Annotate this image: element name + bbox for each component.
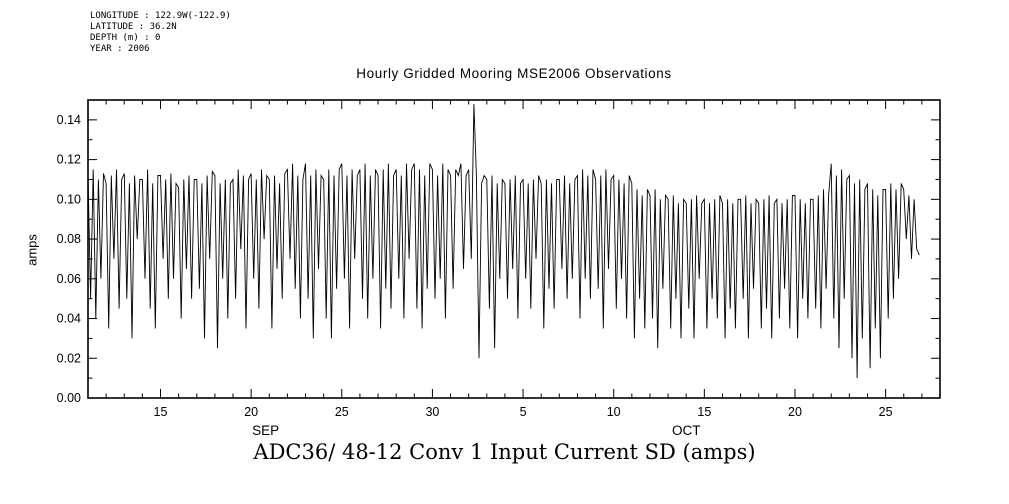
y-tick-label: 0.10 [57, 192, 81, 206]
metadata-block: LONGITUDE : 122.9W(-122.9) LATITUDE : 36… [90, 11, 231, 55]
y-tick-label: 0.08 [57, 232, 81, 246]
metadata-year: YEAR : 2006 [90, 44, 150, 54]
x-tick-label: 30 [425, 405, 439, 419]
x-tick-label: 15 [697, 405, 711, 419]
chart-title: Hourly Gridded Mooring MSE2006 Observati… [356, 66, 672, 81]
metadata-depth: DEPTH (m) : 0 [90, 33, 161, 43]
data-series [87, 103, 920, 379]
bottom-title: ADC36/ 48-12 Conv 1 Input Current SD (am… [253, 440, 756, 464]
axis-ticks [88, 100, 940, 398]
tick-labels: 15 20 25 30 5 10 15 20 25 0.00 0.02 0.04 0.06 0.08 0.1… [57, 113, 893, 438]
x-tick-label: 25 [335, 405, 349, 419]
y-tick-label: 0.14 [57, 113, 81, 127]
metadata-longitude: LONGITUDE : 122.9W(-122.9) [90, 11, 231, 21]
month-label: SEP [252, 423, 279, 438]
x-tick-label: 25 [879, 405, 893, 419]
x-tick-label: 5 [520, 405, 527, 419]
x-tick-label: 20 [788, 405, 802, 419]
x-tick-label: 20 [244, 405, 258, 419]
x-tick-label: 15 [154, 405, 168, 419]
y-tick-label: 0.12 [57, 153, 81, 167]
y-tick-label: 0.00 [57, 391, 81, 405]
y-tick-label: 0.06 [57, 272, 81, 286]
x-tick-label: 10 [607, 405, 621, 419]
y-tick-label: 0.04 [57, 312, 81, 326]
month-label: OCT [672, 423, 701, 438]
metadata-latitude: LATITUDE : 36.2N [90, 22, 177, 32]
plot-frame [87, 99, 941, 399]
y-tick-label: 0.02 [57, 351, 81, 365]
